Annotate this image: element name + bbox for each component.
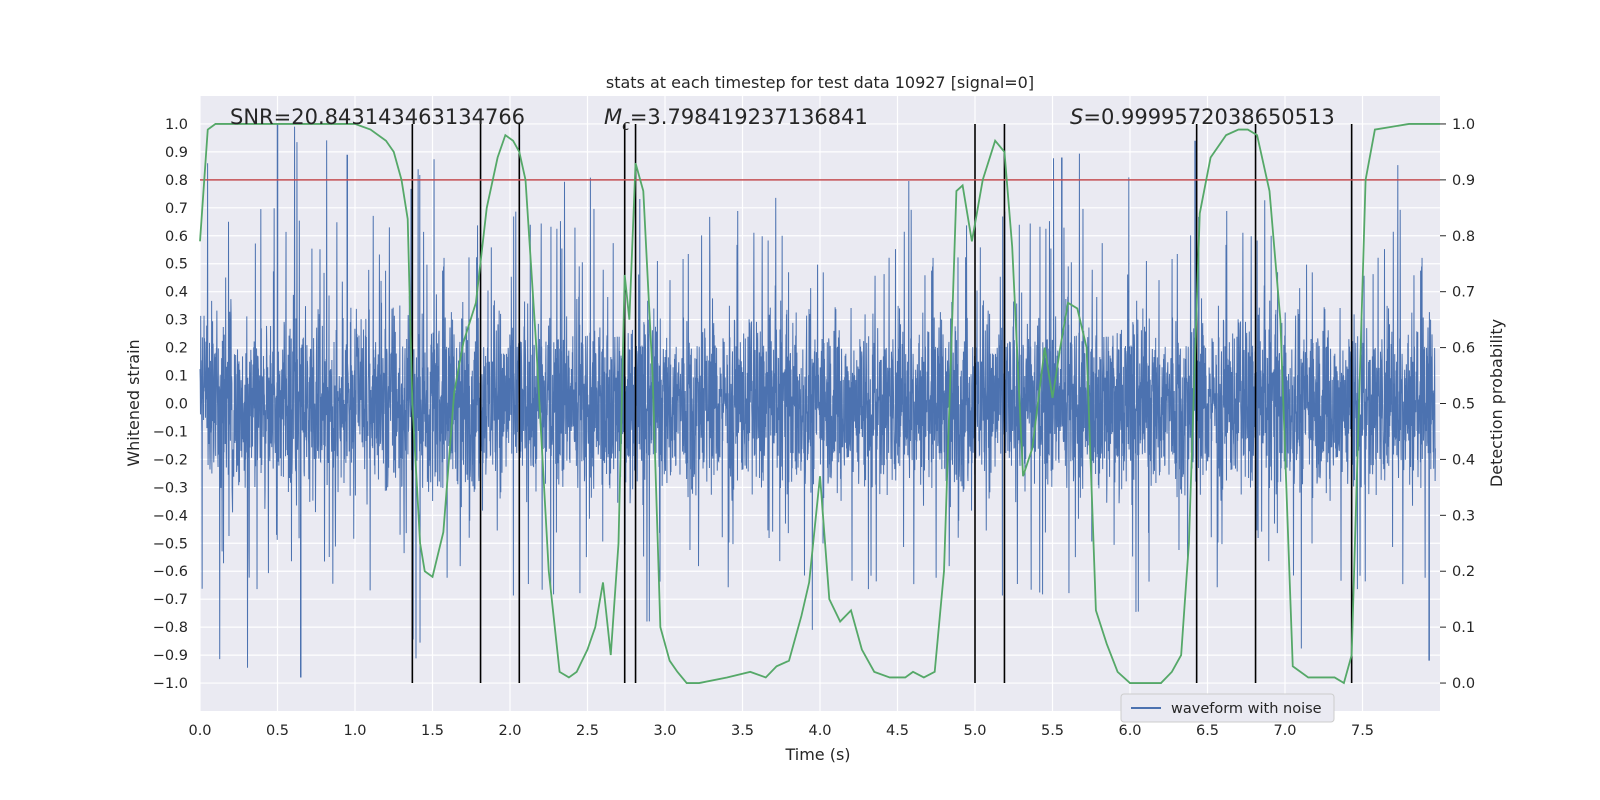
- x-tick-label: 7.5: [1351, 723, 1374, 739]
- y-tick-label: −1.0: [153, 676, 188, 692]
- right-tick-label: 0.5: [1452, 397, 1475, 413]
- chirp-mass-symbol: M: [604, 105, 622, 129]
- x-tick-label: 4.5: [886, 723, 909, 739]
- right-tick-label: 1.0: [1452, 117, 1475, 133]
- x-tick-label: 1.5: [421, 723, 444, 739]
- s-symbol: S: [1070, 105, 1083, 129]
- x-tick-label: 0.5: [266, 723, 289, 739]
- y-tick-label: 0.8: [165, 173, 188, 189]
- x-tick-label: 2.5: [576, 723, 599, 739]
- y-tick-label: 0.2: [165, 341, 188, 357]
- chart-title: stats at each timestep for test data 109…: [606, 73, 1034, 92]
- x-tick-label: 5.5: [1041, 723, 1064, 739]
- y-tick-label: −0.8: [153, 620, 188, 636]
- y-tick-label: 0.5: [165, 257, 188, 273]
- x-axis-label: Time (s): [784, 745, 850, 764]
- y-tick-label: −0.5: [153, 536, 188, 552]
- legend: waveform with noise: [1120, 693, 1335, 723]
- x-tick-label: 6.5: [1196, 723, 1219, 739]
- y-tick-label: 0.0: [165, 397, 188, 413]
- chirp-mass-annotation: Mc=3.798419237136841: [604, 105, 868, 134]
- legend-box: [1120, 693, 1335, 723]
- chirp-mass-value: =3.798419237136841: [630, 105, 868, 129]
- strain-line: [199, 126, 1436, 668]
- x-tick-label: 0.0: [188, 723, 211, 739]
- y-tick-label: 0.1: [165, 369, 188, 385]
- probability-series: [199, 123, 1440, 685]
- x-tick-label: 3.0: [653, 723, 676, 739]
- y-tick-label: 0.4: [165, 285, 188, 301]
- right-tick-label: 0.0: [1452, 676, 1475, 692]
- y-tick-label: 0.9: [165, 145, 188, 161]
- x-tick-label: 5.0: [963, 723, 986, 739]
- snr-annotation: SNR=20.843143463134766: [230, 105, 525, 129]
- x-tick-label: 6.0: [1118, 723, 1141, 739]
- x-tick-label: 4.0: [808, 723, 831, 739]
- snr-statistic-annotation: S=0.9999572038650513: [1070, 105, 1335, 129]
- s-value: =0.9999572038650513: [1083, 105, 1334, 129]
- y-tick-label: −0.1: [153, 424, 188, 440]
- x-tick-label: 2.0: [498, 723, 521, 739]
- x-tick-label: 1.0: [343, 723, 366, 739]
- y-tick-label: 0.6: [165, 229, 188, 245]
- probability-line: [199, 123, 1440, 685]
- x-axis-ticks: 0.0 0.5 1.0 1.5 2.0 2.5 3.0 3.5 4.0 4.5 5.0 5.5 6.0 6…: [188, 723, 1374, 739]
- x-tick-label: 7.0: [1273, 723, 1296, 739]
- legend-label: waveform with noise: [1171, 701, 1322, 717]
- right-tick-label: 0.1: [1452, 620, 1475, 636]
- y-axis-right-label: Detection probability: [1487, 319, 1506, 487]
- x-tick-label: 3.5: [731, 723, 754, 739]
- y-tick-label: −0.2: [153, 452, 188, 468]
- y-tick-label: −0.6: [153, 564, 188, 580]
- right-tick-label: 0.2: [1452, 564, 1475, 580]
- y-axis-ticks: 1.0 0.9 0.8 0.7 0.6 0.5 0.4 0.3 0.2 0.1 0.0 −0.1 −0.…: [153, 117, 188, 692]
- y-tick-label: −0.4: [153, 508, 188, 524]
- y-tick-label: 1.0: [165, 117, 188, 133]
- right-tick-label: 0.8: [1452, 229, 1475, 245]
- chirp-mass-subscript: c: [622, 118, 630, 134]
- y-tick-label: −0.3: [153, 480, 188, 496]
- right-tick-label: 0.3: [1452, 508, 1475, 524]
- y-tick-label: 0.3: [165, 313, 188, 329]
- right-tick-label: 0.4: [1452, 452, 1475, 468]
- y-tick-label: −0.9: [153, 648, 188, 664]
- right-tick-label: 0.7: [1452, 285, 1475, 301]
- right-tick-label: 0.6: [1452, 341, 1475, 357]
- right-y-axis-ticks: 1.0 0.9 0.8 0.7 0.6 0.5 0.4 0.3 0.2 0.1 0.0: [1440, 117, 1475, 692]
- y-tick-label: 0.7: [165, 201, 188, 217]
- y-axis-label: Whitened strain: [124, 339, 143, 466]
- right-tick-label: 0.9: [1452, 173, 1475, 189]
- y-tick-label: −0.7: [153, 592, 188, 608]
